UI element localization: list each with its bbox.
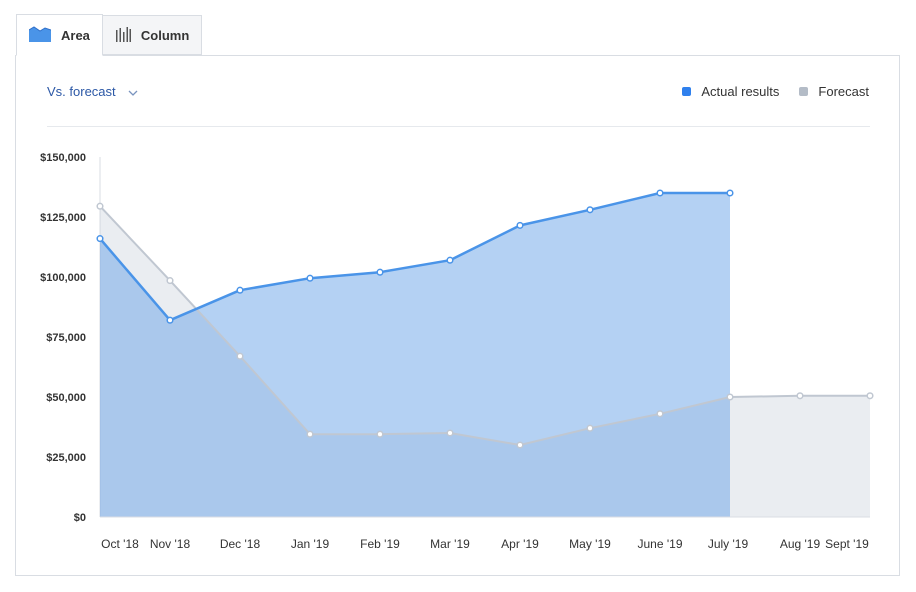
point-actual-results: [446, 256, 454, 264]
line-forecast: [99, 205, 870, 446]
point-actual-results: [516, 221, 524, 229]
column-chart-icon: [115, 26, 131, 45]
point-actual-results: [726, 189, 734, 197]
legend-label-actual: Actual results: [701, 84, 780, 99]
point-forecast: [166, 277, 174, 285]
chart-legend: Actual results Forecast: [672, 84, 869, 99]
tab-area-label: Area: [61, 27, 90, 43]
comparison-dropdown[interactable]: Vs. forecast: [47, 84, 138, 99]
chart-points: [96, 189, 874, 449]
comparison-dropdown-label: Vs. forecast: [47, 84, 116, 99]
point-actual-results: [166, 316, 174, 324]
tab-area[interactable]: Area: [16, 14, 103, 56]
x-tick-label: June '19: [638, 537, 683, 551]
chart-lines: [99, 191, 870, 446]
legend-swatch-actual: [682, 87, 692, 96]
area-actual-results: [100, 193, 730, 517]
x-tick-label: May '19: [569, 537, 611, 551]
legend-item-actual[interactable]: Actual results: [682, 84, 779, 99]
point-forecast: [586, 424, 594, 432]
tab-column-label: Column: [140, 27, 190, 43]
legend-swatch-forecast: [799, 87, 809, 96]
point-actual-results: [586, 206, 594, 214]
point-forecast: [236, 352, 244, 360]
point-forecast: [726, 393, 734, 401]
x-tick-label: Jan '19: [291, 537, 330, 551]
line-actual-results: [99, 191, 730, 322]
point-forecast: [306, 430, 314, 438]
chart-areas: [100, 193, 870, 517]
point-actual-results: [236, 286, 244, 294]
legend-item-forecast[interactable]: Forecast: [799, 84, 869, 99]
x-tick-label: Feb '19: [360, 537, 400, 551]
y-tick-label: $125,000: [40, 212, 86, 224]
y-tick-label: $150,000: [40, 152, 86, 164]
point-actual-results: [306, 274, 314, 282]
legend-label-forecast: Forecast: [818, 84, 869, 99]
point-forecast: [446, 429, 454, 437]
x-tick-label: July '19: [708, 537, 749, 551]
point-forecast: [656, 410, 664, 418]
x-tick-label: Nov '18: [150, 537, 191, 551]
y-tick-label: $25,000: [46, 452, 86, 464]
chevron-down-icon: [128, 84, 138, 99]
point-actual-results: [376, 268, 384, 276]
x-tick-label: Sept '19: [825, 537, 869, 551]
y-tick-label: $0: [74, 512, 86, 524]
chart-type-tabs: Area Column: [16, 14, 203, 56]
y-axis: $0 $25,000 $50,000 $75,000 $100,000 $125,000 $…: [40, 152, 101, 524]
tab-column[interactable]: Column: [102, 15, 203, 55]
x-tick-label: Mar '19: [430, 537, 470, 551]
x-tick-label: Aug '19: [780, 537, 821, 551]
point-forecast: [866, 392, 874, 400]
area-chart-icon: [28, 25, 52, 45]
x-axis: Oct '18 Nov '18 Dec '18 Jan '19 Feb '19 Mar '…: [100, 516, 870, 551]
point-actual-results: [656, 189, 664, 197]
point-forecast: [796, 392, 804, 400]
y-tick-label: $100,000: [40, 272, 86, 284]
x-tick-label: Oct '18: [101, 537, 139, 551]
point-forecast: [516, 441, 524, 449]
point-forecast: [96, 202, 104, 210]
point-actual-results: [96, 235, 104, 243]
x-tick-label: Dec '18: [220, 537, 261, 551]
x-tick-label: Apr '19: [501, 537, 539, 551]
y-tick-label: $50,000: [46, 392, 86, 404]
y-tick-label: $75,000: [46, 332, 86, 344]
header-divider: [47, 126, 870, 127]
point-forecast: [376, 430, 384, 438]
